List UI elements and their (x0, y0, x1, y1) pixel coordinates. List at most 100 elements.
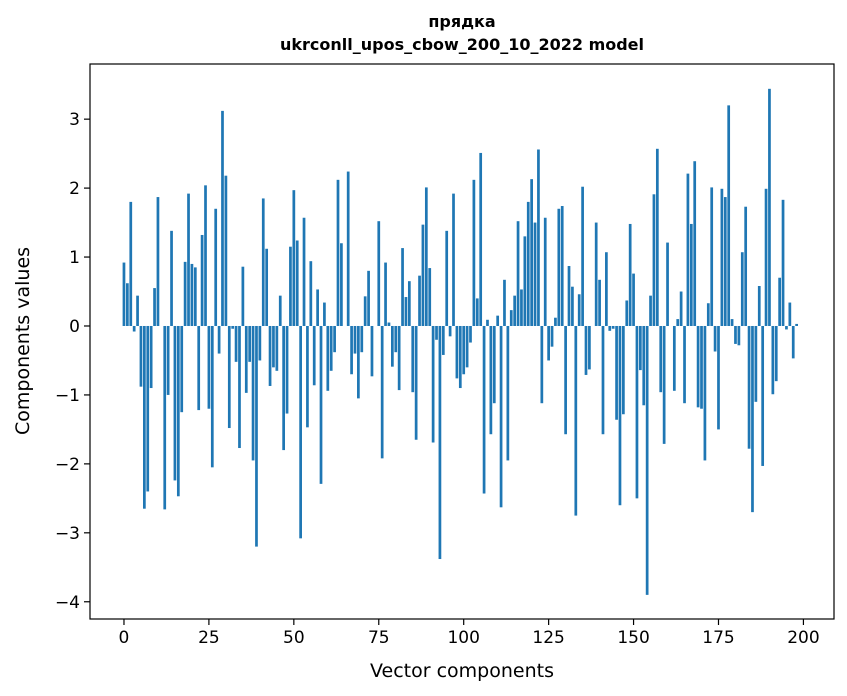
bar (751, 325, 754, 513)
bar (788, 302, 792, 326)
bar (414, 325, 418, 440)
bar (367, 270, 370, 326)
bar (676, 319, 680, 326)
bar (713, 325, 717, 352)
bar (611, 325, 615, 329)
x-tick-label: 100 (447, 628, 479, 648)
bar (353, 325, 357, 354)
x-axis-label: Vector components (370, 660, 554, 682)
bar (210, 325, 214, 468)
bar (608, 325, 612, 331)
bar (720, 188, 724, 326)
bar (771, 325, 775, 395)
bar (306, 325, 309, 428)
y-tick-label: −2 (55, 455, 80, 475)
bar (126, 283, 129, 326)
bar (594, 222, 598, 326)
bar (509, 310, 513, 326)
bar (662, 325, 666, 444)
bar (428, 268, 432, 326)
bar (588, 325, 591, 370)
bar (649, 295, 652, 326)
bar (309, 261, 313, 326)
bar (469, 325, 472, 343)
bar (791, 325, 795, 359)
bar (635, 325, 639, 499)
bar (689, 223, 693, 326)
bar (122, 262, 126, 326)
x-tick-label: 150 (617, 628, 649, 648)
bar (452, 193, 455, 326)
bar (132, 325, 136, 332)
bar (418, 275, 421, 326)
chart-title: прядка (428, 12, 496, 31)
bar (747, 325, 751, 449)
bar (577, 294, 581, 326)
bar (346, 171, 350, 326)
x-tick-label: 125 (532, 628, 564, 648)
bar (506, 325, 510, 461)
bar (363, 296, 367, 326)
bar (703, 325, 707, 461)
bar (482, 325, 486, 494)
bar (492, 325, 496, 404)
bar (700, 325, 703, 409)
bar (598, 279, 601, 326)
bar (411, 325, 415, 393)
bar (795, 323, 798, 326)
bar (173, 325, 177, 481)
bar (139, 325, 143, 387)
bar (180, 325, 184, 413)
bar (176, 325, 180, 497)
bar (163, 325, 167, 510)
bar (231, 325, 235, 329)
bar (323, 302, 326, 326)
bar (336, 179, 340, 326)
bar (156, 197, 160, 326)
bar (530, 179, 533, 326)
bar (642, 325, 646, 406)
bar (706, 303, 710, 326)
bar (768, 88, 771, 326)
bar (615, 325, 618, 420)
bar (554, 317, 557, 326)
bar (639, 325, 642, 371)
x-tick-label: 175 (702, 628, 734, 648)
plot-frame (89, 63, 835, 620)
bar (431, 325, 435, 443)
y-tick-label: −3 (55, 524, 80, 544)
bar (543, 217, 547, 326)
bar (547, 325, 550, 361)
bar (397, 325, 401, 391)
bar (723, 197, 727, 326)
bar (503, 279, 506, 326)
x-tick-label: 200 (787, 628, 819, 648)
bar (717, 325, 720, 430)
x-tick-label: 75 (368, 628, 390, 648)
bar (217, 325, 221, 354)
bar (136, 295, 139, 326)
bar (601, 325, 605, 435)
bar (757, 286, 761, 326)
bar (350, 325, 353, 375)
bar (289, 246, 292, 326)
bar (744, 206, 748, 326)
bar (472, 179, 476, 326)
y-tick-label: −1 (55, 386, 80, 406)
chart-subtitle: ukrconll_upos_cbow_200_10_2022 model (279, 35, 645, 54)
bar (244, 325, 248, 393)
bar (360, 325, 364, 353)
bar (560, 206, 564, 326)
bar (251, 325, 255, 461)
bar (564, 325, 567, 435)
bar (143, 325, 146, 509)
y-ticks-group: −4 −3 −2 −1 0 1 2 3 (55, 110, 90, 613)
bar (265, 248, 269, 326)
bar (200, 234, 204, 326)
bars-group (122, 88, 798, 595)
bar (445, 230, 449, 326)
bar (622, 325, 625, 415)
bar (710, 187, 714, 326)
bar (241, 266, 245, 326)
bar (424, 187, 428, 326)
